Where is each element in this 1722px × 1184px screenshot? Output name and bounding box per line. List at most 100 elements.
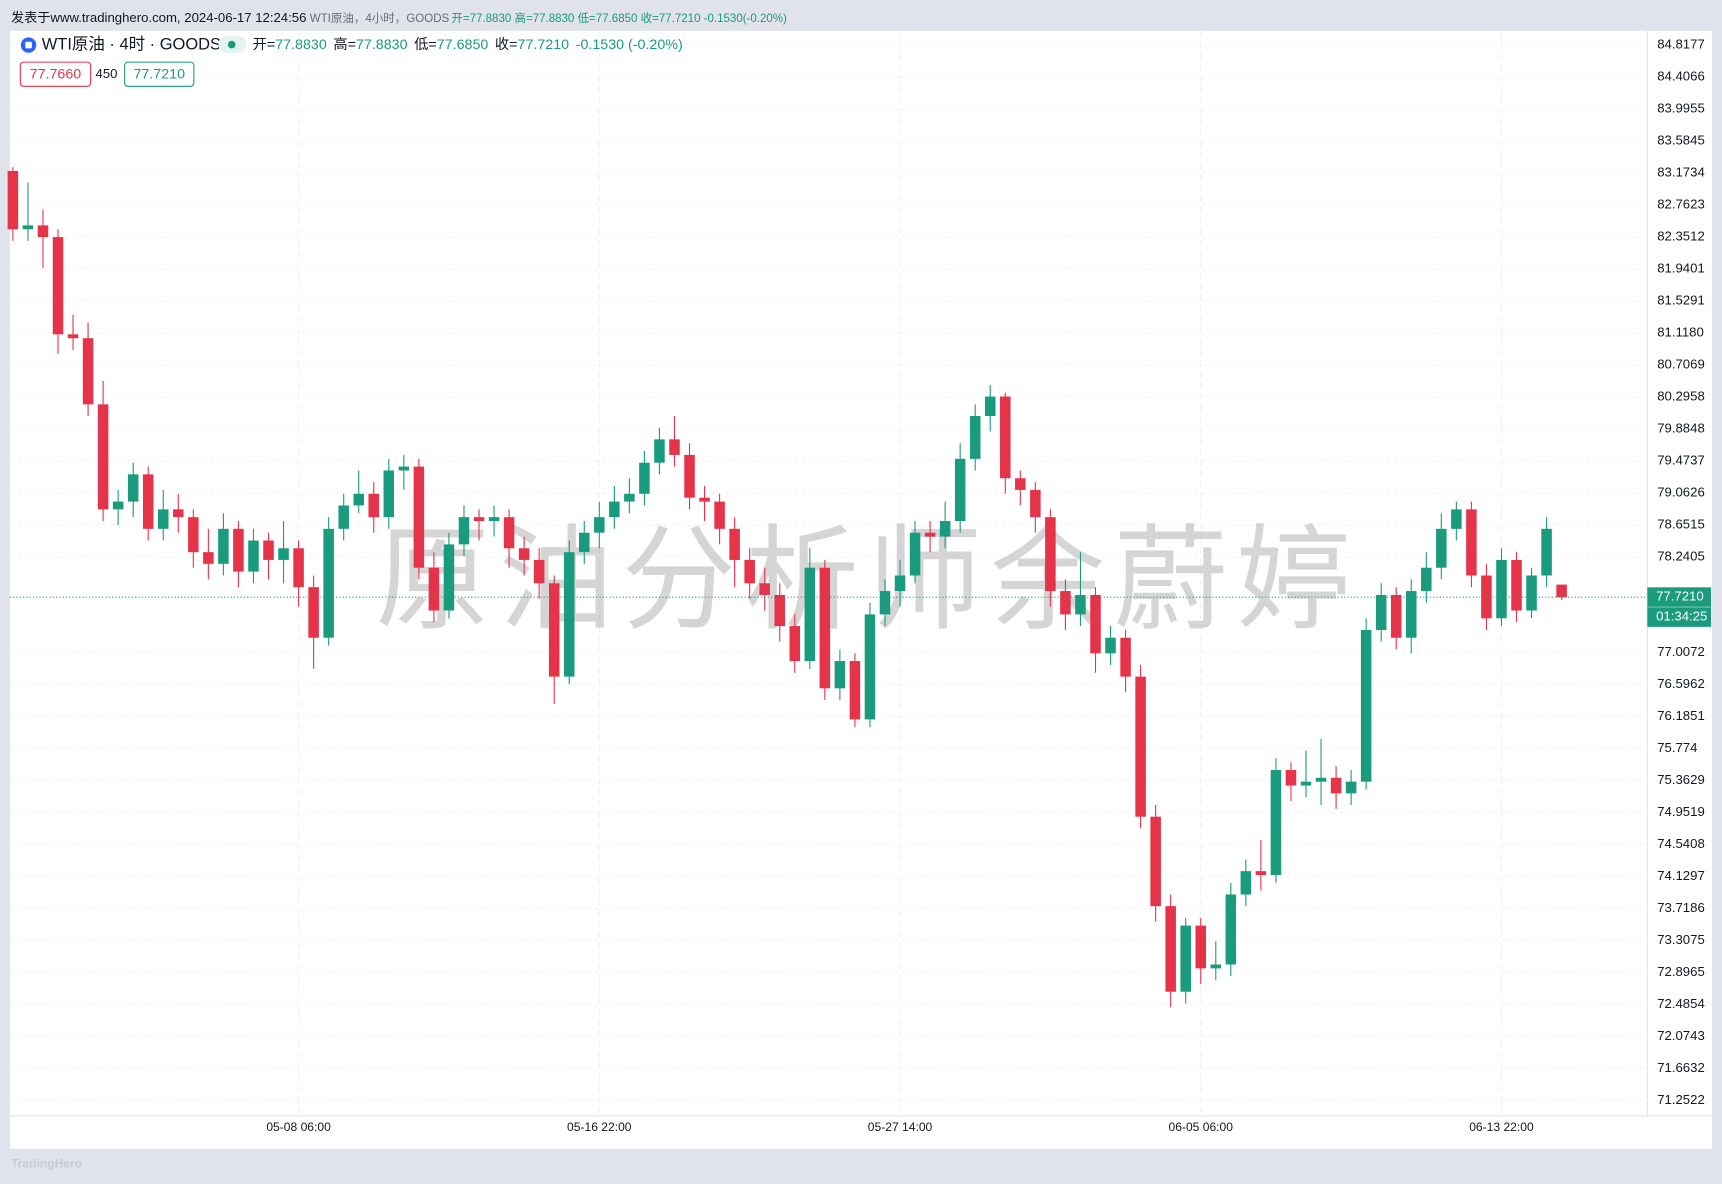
candle-body [1511, 559, 1522, 611]
candle-body [52, 237, 64, 335]
candle-body [1375, 594, 1387, 630]
candle-body [579, 532, 590, 553]
candle-body [1045, 517, 1056, 592]
y-tick-label: 80.2958 [1657, 388, 1705, 403]
candle-body [398, 466, 410, 471]
topbar-source: 发表于www.tradinghero.com, 2024-06-17 12:24… [11, 10, 306, 25]
y-tick-label: 72.8965 [1657, 964, 1705, 979]
y-tick-label: 84.4066 [1657, 69, 1705, 84]
candle-body [1090, 594, 1101, 654]
ask-box[interactable] [124, 61, 195, 87]
candle-body [22, 225, 34, 230]
candle-body [669, 439, 680, 455]
candle-body [1270, 769, 1282, 876]
candle-body [1120, 637, 1131, 677]
candle-body [1496, 559, 1507, 619]
candle-body [1165, 906, 1176, 992]
legend-value: 77.8830 [356, 37, 408, 53]
bid-price[interactable]: 77.7660 [30, 67, 82, 83]
candle-body [624, 493, 635, 502]
candle-body [458, 517, 470, 545]
y-tick-label: 84.8177 [1657, 37, 1705, 52]
candle-body [699, 497, 710, 502]
candle-body [428, 567, 440, 611]
x-tick-label: 06-13 22:00 [1469, 1120, 1534, 1134]
candle-body [1225, 894, 1237, 965]
legend-value: 77.6850 [437, 37, 489, 53]
candle-body [203, 552, 214, 564]
candle-body [368, 493, 380, 518]
legend-label: 低= [414, 36, 437, 53]
y-tick-label: 83.1734 [1657, 164, 1705, 179]
candle-body [1015, 478, 1026, 490]
y-tick-label: 82.3512 [1657, 228, 1705, 243]
y-tick-label: 80.7069 [1657, 356, 1705, 371]
last-price-label: 77.7210 [1656, 589, 1704, 604]
y-tick-label: 76.5962 [1657, 676, 1705, 691]
candle-body [1436, 528, 1447, 568]
price-tag: 77.7210 01:34:25 [1647, 587, 1712, 627]
candle-body [127, 474, 139, 502]
candle-body [1330, 777, 1342, 794]
candle-body [37, 225, 49, 238]
candle-body [1390, 594, 1402, 638]
candle-body [248, 540, 259, 572]
candle-body [804, 567, 816, 662]
bid-box[interactable] [19, 61, 92, 87]
candle-body [789, 626, 801, 662]
y-tick-label: 74.5408 [1657, 836, 1705, 851]
candle-body [1210, 964, 1222, 969]
candle-body [984, 396, 996, 417]
legend-items: 开= 77.8830 高= 77.8830 低= 77.6850 收= 77.7210 [253, 36, 570, 53]
candle-body [7, 170, 19, 230]
last-price-box [1647, 587, 1712, 627]
candle-body [112, 501, 124, 510]
candle-body [819, 567, 831, 689]
candle-body [383, 470, 395, 518]
y-tick-label: 73.7186 [1657, 900, 1705, 915]
candle-body [879, 591, 891, 615]
market-status-dot [227, 40, 236, 49]
candle-body [82, 338, 94, 405]
legend-title: WTI原油 · 4时 · GOODS [42, 35, 221, 53]
candle-body [1300, 781, 1312, 786]
candle-body [834, 661, 846, 689]
y-tick-label: 71.6632 [1657, 1060, 1705, 1075]
candle-body [684, 454, 695, 498]
candle-body [278, 548, 289, 560]
y-tick-label: 75.774 [1657, 740, 1697, 755]
candle-body [774, 594, 785, 627]
candle-body [1180, 925, 1191, 992]
y-tick-label: 76.1851 [1657, 708, 1705, 723]
candle-body [218, 528, 229, 564]
y-tick-label: 78.2405 [1657, 548, 1705, 563]
candle-body [97, 404, 109, 510]
topbar-symbol: WTI原油，4小时，GOODS [310, 11, 450, 25]
y-tick-label: 74.1297 [1657, 868, 1705, 883]
y-tick-label: 79.8848 [1657, 420, 1705, 435]
candle-body [1240, 871, 1252, 895]
candle-body [1030, 489, 1041, 518]
candle-body [233, 528, 244, 572]
y-tick-label: 71.2522 [1657, 1092, 1705, 1107]
candle-body [533, 559, 545, 584]
ask-price[interactable]: 77.7210 [133, 67, 185, 83]
candle-body [909, 532, 921, 576]
candle-body [413, 466, 425, 568]
spread: 450 [96, 66, 118, 81]
y-tick-label: 77.0072 [1657, 644, 1705, 659]
legend-change: -0.1530 (-0.20%) [576, 37, 683, 53]
candle-body [1360, 629, 1372, 782]
candle-body [503, 517, 515, 549]
y-tick-label: 72.4854 [1657, 996, 1705, 1011]
candle-body [518, 548, 530, 560]
y-tick-label: 81.5291 [1657, 292, 1705, 307]
candle-body [1451, 509, 1462, 529]
y-tick-label: 74.9519 [1657, 804, 1705, 819]
candle-body [864, 614, 876, 720]
candle-body [1105, 637, 1116, 654]
legend-label: 开= [253, 37, 276, 53]
grid [9, 30, 1648, 1116]
y-tick-label: 75.3629 [1657, 772, 1705, 787]
candles [7, 167, 1648, 1008]
